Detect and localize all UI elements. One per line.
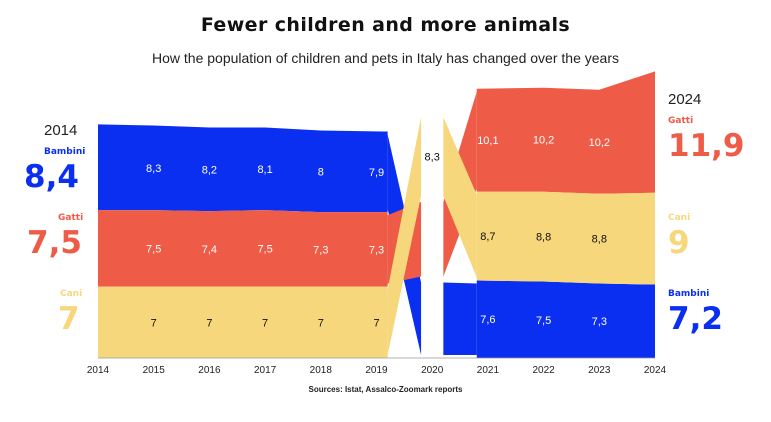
value-label-bambini-2021: 7,6 xyxy=(480,314,495,326)
start-cani-value: 7 xyxy=(58,301,80,337)
value-label-bambini-2020: 7,7 xyxy=(425,314,440,326)
end-cani-value: 9 xyxy=(668,225,690,261)
value-label-bambini-2017: 8,1 xyxy=(257,164,272,176)
x-tick-label-2021: 2021 xyxy=(477,365,500,376)
source-note: Sources: Istat, Assalco-Zoomark reports xyxy=(308,385,463,394)
area-bambini-segment-2 xyxy=(476,280,655,358)
end-gatti-name: Gatti xyxy=(668,116,694,126)
value-label-bambini-2019: 7,9 xyxy=(369,167,384,179)
x-tick-label-2024: 2024 xyxy=(644,365,667,376)
end-year-label: 2024 xyxy=(668,91,702,108)
start-cani-name: Cani xyxy=(60,289,83,299)
value-label-cani-2016: 7 xyxy=(206,317,212,329)
value-label-gatti-2021: 10,1 xyxy=(477,135,498,147)
value-label-cani-2020: 8,3 xyxy=(425,152,440,164)
x-tick-label-2017: 2017 xyxy=(254,365,277,376)
start-gatti-name: Gatti xyxy=(58,213,84,223)
value-label-bambini-2018: 8 xyxy=(318,166,324,178)
x-tick-label-2022: 2022 xyxy=(532,365,555,376)
value-label-cani-2018: 7 xyxy=(318,317,324,329)
value-label-gatti-2017: 7,5 xyxy=(257,243,272,255)
value-label-cani-2023: 8,8 xyxy=(592,234,607,246)
chart-subtitle: How the population of children and pets … xyxy=(152,50,619,66)
value-label-cani-2021: 8,7 xyxy=(480,231,495,243)
value-label-gatti-2022: 10,2 xyxy=(533,135,554,147)
value-label-bambini-2023: 7,3 xyxy=(592,316,607,328)
x-tick-label-2019: 2019 xyxy=(365,365,388,376)
end-bambini-name: Bambini xyxy=(668,289,710,299)
value-label-gatti-2023: 10,2 xyxy=(589,137,610,149)
area-cani-segment-2 xyxy=(476,191,655,285)
area-bambini-transition xyxy=(443,282,477,355)
start-bambini-name: Bambini xyxy=(44,147,86,157)
value-label-gatti-2019: 7,3 xyxy=(369,244,384,256)
x-tick-label-2023: 2023 xyxy=(588,365,611,376)
value-label-gatti-2016: 7,4 xyxy=(202,244,217,256)
x-tick-label-2014: 2014 xyxy=(87,365,110,376)
area-cani-segment-0 xyxy=(98,286,388,358)
end-cani-name: Cani xyxy=(668,213,691,223)
value-label-cani-2015: 7 xyxy=(151,317,157,329)
value-label-cani-2022: 8,8 xyxy=(536,232,551,244)
value-label-gatti-2015: 7,5 xyxy=(146,243,161,255)
area-bambini-segment-0 xyxy=(98,124,388,213)
end-gatti-value: 11,9 xyxy=(668,128,745,164)
area-gatti-segment-0 xyxy=(98,210,388,287)
area-gatti-segment-2 xyxy=(476,71,655,194)
x-tick-label-2020: 2020 xyxy=(421,365,444,376)
area-cani-transition xyxy=(443,117,477,278)
value-label-gatti-2020: 7,9 xyxy=(425,234,440,246)
end-bambini-value: 7,2 xyxy=(668,301,723,337)
x-tick-label-2016: 2016 xyxy=(198,365,221,376)
start-year-label: 2014 xyxy=(44,122,78,139)
start-gatti-value: 7,5 xyxy=(27,225,82,261)
value-label-bambini-2016: 8,2 xyxy=(202,164,217,176)
value-label-bambini-2022: 7,5 xyxy=(536,315,551,327)
value-label-bambini-2015: 8,3 xyxy=(146,163,161,175)
x-tick-label-2015: 2015 xyxy=(143,365,166,376)
value-label-gatti-2018: 7,3 xyxy=(313,244,328,256)
chart-title: Fewer children and more animals xyxy=(200,14,571,36)
x-tick-label-2018: 2018 xyxy=(310,365,333,376)
start-bambini-value: 8,4 xyxy=(24,159,79,195)
value-label-cani-2019: 7 xyxy=(373,317,379,329)
area-cani-transition xyxy=(387,117,422,355)
value-label-cani-2017: 7 xyxy=(262,317,268,329)
